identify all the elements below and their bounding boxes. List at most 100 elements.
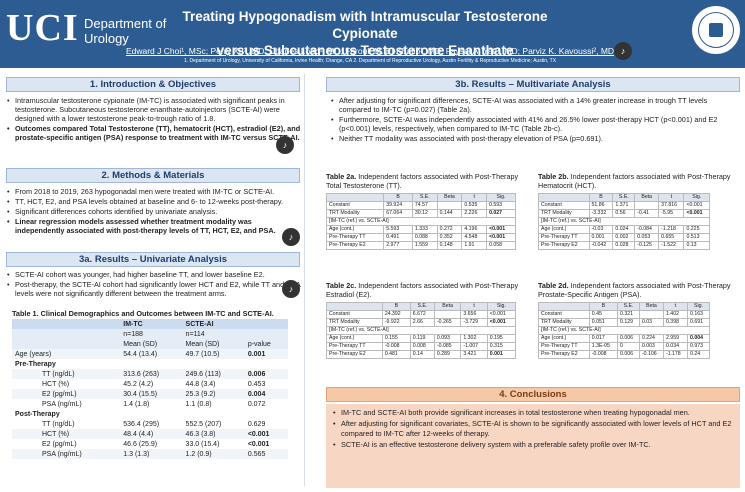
table2-cell: TRT Modality — [326, 318, 383, 327]
table1-cell: 46.6 (25.9) — [123, 440, 158, 448]
table1: IM-TC SCTE-AI n=188 n=114 Mean (SD) Mean (S… — [12, 319, 288, 459]
table1-cell: PSA (ng/mL) — [12, 449, 121, 459]
table1-section-label: Post-Therapy — [15, 410, 60, 418]
multivariate-bullet: After adjusting for significant differen… — [330, 96, 738, 114]
table2-cell: 0.129 — [617, 318, 640, 327]
table-row: TRT Modality 0.051 0.129 0.03 0.398 0.691 — [538, 318, 710, 327]
table2-cell: Pre-Therapy E2 — [325, 241, 385, 250]
table2-cell: 0.224 — [638, 334, 664, 343]
table2-cell: -0.106 — [638, 350, 664, 359]
table2-cell: -1.522 — [658, 241, 685, 250]
authors: Edward J Choi¹, MSc; Perry Xu¹, MD; Char… — [125, 46, 615, 56]
table2-header-cell: Beta — [436, 193, 463, 202]
univariate-bullets: SCTE-AI cohort was younger, had higher b… — [6, 270, 302, 299]
table2-cell: 5.593 — [383, 225, 413, 234]
table2-cell: -1.218 — [658, 225, 685, 234]
table2-cell — [638, 310, 664, 319]
table1-cell: HCT (%) — [42, 380, 70, 388]
table2-cell: 0.289 — [433, 350, 462, 359]
table2-header-cell: B — [383, 193, 413, 202]
table1-header-cell: Mean (SD) — [182, 339, 245, 349]
multivariate-bullet: Furthermore, SCTE-AI was independently a… — [330, 115, 738, 133]
intro-bullet: Outcomes compared Total Testosterone (TT… — [6, 124, 302, 142]
table2-cell: <0.001 — [486, 310, 517, 319]
table2-cell: 0.053 — [634, 233, 660, 242]
title-line-2: versus Subcutaneous Testosterone Enantha… — [216, 43, 514, 58]
table2-cell: 0.003 — [638, 342, 664, 351]
table-row: Constant 0.45 0.321 1.402 0.163 — [538, 310, 710, 319]
table-row: Age (cont.) 0.155 0.119 0.093 1.302 0.195 — [326, 334, 517, 343]
table1-cell: 1.1 (0.8) — [185, 400, 212, 408]
table2-header-cell: S.E. — [617, 302, 640, 311]
audio-icon[interactable]: ♪ — [614, 42, 632, 60]
multivariate-bullets: After adjusting for significant differen… — [330, 96, 738, 144]
table2-cell: 0.051 — [588, 318, 619, 327]
table2-cell: <0.001 — [486, 225, 516, 234]
table2-cell: Pre-Therapy TT — [538, 233, 590, 242]
table1-header-cell — [12, 329, 121, 339]
table2-caption: Table 2a. Independent factors associated… — [326, 172, 524, 190]
table2-cell: -1.178 — [662, 350, 689, 359]
table2-cell: 0.03 — [638, 318, 664, 327]
audio-icon[interactable]: ♪ — [282, 280, 300, 298]
audio-icon[interactable]: ♪ — [282, 228, 300, 246]
table-row: Pre-Therapy E2 2.977 1.559 0.148 1.91 0.058 — [325, 241, 516, 250]
table2-cell: 0.004 — [687, 334, 710, 343]
table2-cell: 39.924 — [383, 201, 413, 210]
table1-caption: Table 1. Clinical Demographics and Outco… — [12, 309, 274, 318]
table2-cell: 0.14 — [409, 350, 435, 359]
table2-cell: 0.144 — [436, 209, 463, 218]
methods-bullet: Significant differences cohorts identifi… — [6, 207, 302, 216]
table2-cell: [IM-TC (ref.) vs. SCTE-AI] — [326, 217, 516, 226]
table1-cell: 313.6 (263) — [120, 369, 183, 379]
table-row: PSA (ng/mL) 1.4 (1.8) 1.1 (0.8) 0.072 — [12, 399, 288, 409]
univariate-heading: 3a. Results – Univariate Analysis — [6, 252, 300, 267]
table2-cell: 3.656 — [460, 310, 488, 319]
table2-header-cell — [538, 302, 590, 311]
conclusions-bullet: SCTE-AI is an effective testosterone del… — [332, 440, 736, 450]
table2-cell: 0.148 — [436, 241, 463, 250]
table-row: [IM-TC (ref.) vs. SCTE-AI] — [538, 326, 710, 335]
table2-caption-text: Independent factors associated with Post… — [538, 281, 731, 299]
multivariate-bullet: Neither TT modality was associated with … — [330, 134, 738, 143]
table2-cell: 0.481 — [381, 350, 411, 359]
table-row: B S.E. Beta t Sig. — [538, 193, 710, 202]
table-row: E2 (pg/mL) 30.4 (15.5) 25.3 (9.2) 0.004 — [12, 389, 288, 399]
table1-cell: 0.072 — [247, 400, 266, 408]
table2-cell: 30.12 — [411, 209, 438, 218]
table-row: Age (cont.) 5.593 1.333 0.272 4.196 <0.001 — [325, 225, 516, 234]
table1-cell: 54.4 (13.4) — [120, 349, 183, 359]
table2-cell: 51.86 — [588, 201, 614, 210]
intro-bullet: Intramuscular testosterone cypionate (IM… — [6, 96, 302, 123]
table-row: Pre-Therapy E2 -0.042 0.028 -0.125 -1.522 0.1… — [538, 241, 710, 250]
table2-cell: 3.421 — [460, 350, 488, 359]
table2-cell: Age (cont.) — [326, 334, 383, 343]
table1-header-cell: IM-TC — [120, 319, 183, 329]
table2-cell: -9.922 — [381, 318, 411, 327]
table1-header-cell — [12, 319, 121, 329]
table1-cell: 0.004 — [244, 389, 288, 399]
table-row: B S.E. Beta t Sig. — [538, 302, 710, 311]
table2-cell: 2.977 — [383, 241, 413, 250]
table2-cell: Pre-Therapy E2 — [538, 350, 590, 359]
intro-bullets: Intramuscular testosterone cypionate (IM… — [6, 96, 302, 143]
table-row: Pre-Therapy TT 0.001 0.002 0.053 0.655 0.513 — [538, 233, 710, 242]
table2-cell: 0.017 — [588, 334, 619, 343]
table2-cell: [IM-TC (ref.) vs. SCTE-AI] — [538, 326, 710, 335]
table2-cell: 0 — [617, 342, 640, 351]
methods-bullet: From 2018 to 2019, 263 hypogonadal men w… — [6, 187, 302, 196]
table2-cell: 0.027 — [486, 209, 516, 218]
university-seal-icon — [690, 4, 742, 56]
table-row: Pre-Therapy E2 -0.008 0.006 -0.106 -1.178 0.2… — [538, 350, 710, 359]
table2-header-cell: Sig. — [687, 302, 710, 311]
audio-icon[interactable]: ♪ — [276, 136, 294, 154]
table1-cell: 249.6 (113) — [182, 369, 245, 379]
table2-cell: -0.41 — [634, 209, 660, 218]
table1-cell: 46.3 (3.8) — [182, 429, 245, 439]
table-row: PSA (ng/mL) 1.3 (1.3) 1.2 (0.9) 0.565 — [12, 449, 288, 459]
dept-line-2: Urology — [84, 31, 129, 46]
poster-header: UCI Department of Urology Treating Hypog… — [0, 0, 745, 68]
table-row: Pre-Therapy TT 1.3E-05 0 0.003 0.034 0.973 — [538, 342, 710, 351]
table-row: TRT Modality -9.922 2.66 -0.265 -3.729 <0.001 — [326, 318, 517, 327]
table2-cell: 1.371 — [612, 201, 636, 210]
